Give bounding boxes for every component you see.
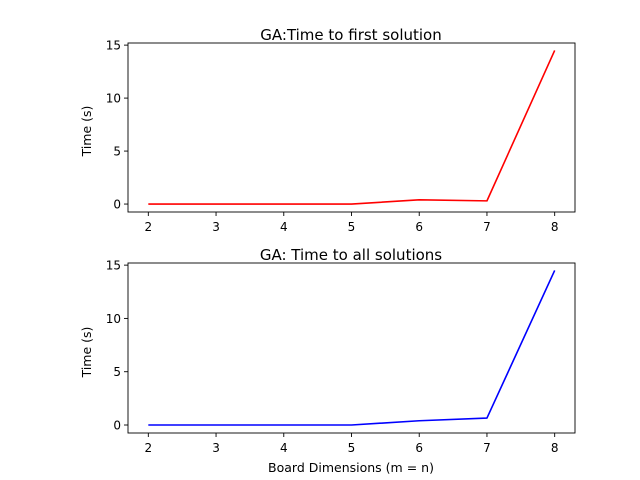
- x-tick-label: 2: [144, 441, 152, 455]
- x-tick-label: 2: [144, 220, 152, 234]
- x-tick-label: 4: [280, 441, 288, 455]
- x-tick-label: 6: [415, 441, 423, 455]
- y-tick-label: 5: [113, 365, 121, 379]
- x-tick-label: 7: [483, 441, 491, 455]
- y-tick-label: 0: [113, 198, 121, 212]
- x-tick-label: 5: [348, 220, 356, 234]
- x-tick-label: 8: [551, 220, 559, 234]
- x-tick-label: 7: [483, 220, 491, 234]
- chart-title: GA: Time to all solutions: [260, 246, 442, 264]
- chart-panel-first-solution: GA:Time to first solution Time (s) 2 3 4 5 6…: [79, 26, 576, 234]
- y-tick-label: 5: [113, 145, 121, 159]
- plot-area: 2 3 4 5 6 7 8 0 5 10 15: [106, 259, 576, 455]
- y-axis-label: Time (s): [79, 327, 94, 379]
- series-line-0: [148, 270, 556, 426]
- y-tick-label: 0: [113, 419, 121, 433]
- x-tick-label: 6: [415, 220, 423, 234]
- y-tick-label: 10: [106, 312, 121, 326]
- x-tick-label: 3: [212, 441, 220, 455]
- series-line-0: [148, 50, 556, 205]
- y-axis-label: Time (s): [79, 106, 94, 158]
- x-tick-label: 3: [212, 220, 220, 234]
- y-tick-label: 10: [106, 92, 121, 106]
- x-tick-label: 5: [348, 441, 356, 455]
- x-tick-label: 4: [280, 220, 288, 234]
- plot-area: 2 3 4 5 6 7 8 0 5 10 15: [106, 39, 576, 234]
- chart-title: GA:Time to first solution: [260, 26, 441, 44]
- x-tick-label: 8: [551, 441, 559, 455]
- y-tick-label: 15: [106, 259, 121, 273]
- chart-panel-all-solutions: GA: Time to all solutions Time (s) Board…: [79, 246, 576, 475]
- y-tick-label: 15: [106, 39, 121, 53]
- x-axis-label: Board Dimensions (m = n): [268, 460, 434, 475]
